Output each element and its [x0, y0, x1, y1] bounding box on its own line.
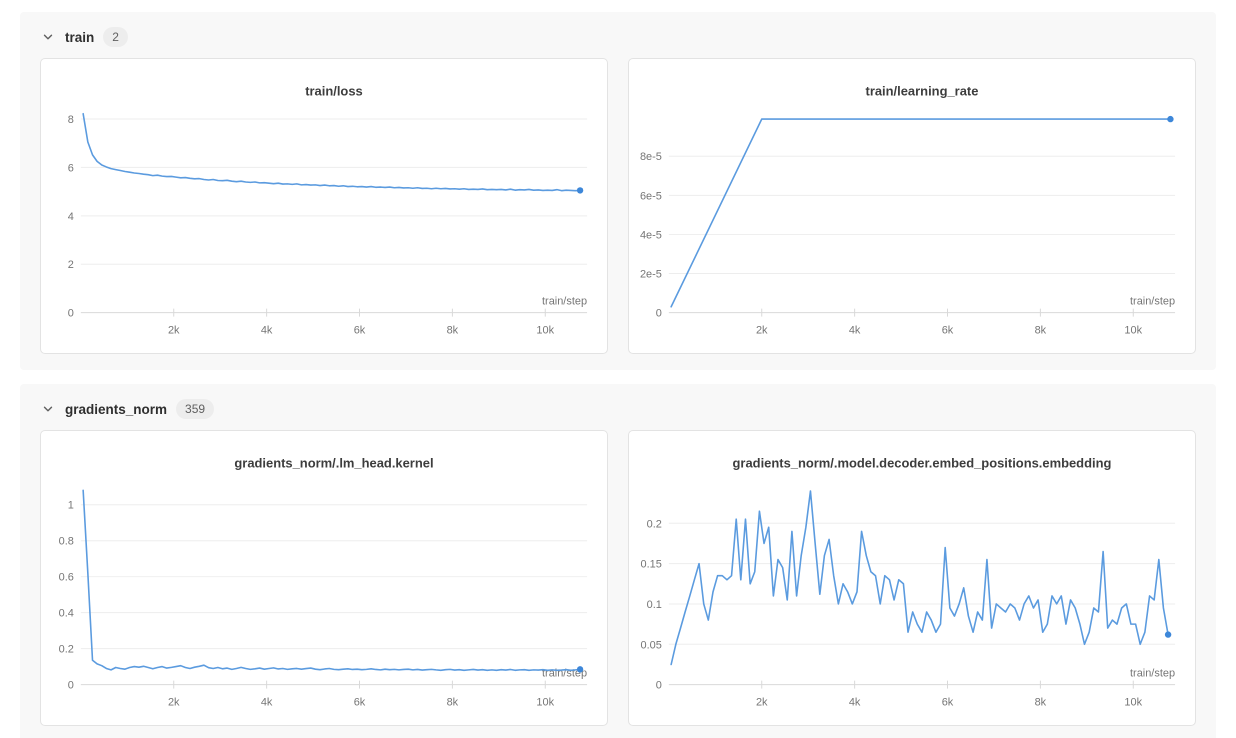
svg-text:0.1: 0.1 [647, 599, 662, 611]
svg-text:train/learning_rate: train/learning_rate [866, 83, 979, 98]
svg-text:gradients_norm/.model.decoder.: gradients_norm/.model.decoder.embed_posi… [733, 455, 1112, 470]
svg-text:8k: 8k [1035, 325, 1047, 337]
svg-text:4k: 4k [261, 697, 273, 709]
section-gradients-norm: gradients_norm 359 0 0.2 0.4 0.6 0.8 1 2k 4k 6k 8… [20, 384, 1216, 738]
svg-text:0.15: 0.15 [641, 559, 662, 571]
svg-text:8k: 8k [1035, 697, 1047, 709]
svg-text:1: 1 [68, 500, 74, 512]
section-gradients-norm-count-badge: 359 [176, 399, 215, 419]
svg-text:6k: 6k [942, 697, 954, 709]
svg-text:10k: 10k [536, 697, 554, 709]
section-train-count-badge: 2 [103, 27, 128, 47]
svg-text:0.2: 0.2 [647, 518, 662, 530]
svg-text:8k: 8k [447, 325, 459, 337]
svg-text:0: 0 [68, 680, 74, 692]
svg-text:0.8: 0.8 [59, 536, 74, 548]
svg-text:6: 6 [68, 162, 74, 174]
svg-text:gradients_norm/.lm_head.kernel: gradients_norm/.lm_head.kernel [234, 455, 433, 470]
gradients-norm-charts-row: 0 0.2 0.4 0.6 0.8 1 2k 4k 6k 8k 10k train/step gradi… [40, 430, 1196, 726]
svg-text:2k: 2k [168, 325, 180, 337]
section-gradients-norm-label[interactable]: gradients_norm [65, 401, 168, 417]
svg-text:0: 0 [656, 680, 662, 692]
section-train: train 2 0 2 4 6 8 2k 4k 6k 8k 10k train/step train/… [20, 12, 1216, 370]
svg-text:2k: 2k [168, 697, 180, 709]
svg-text:8k: 8k [447, 697, 459, 709]
svg-text:4e-5: 4e-5 [640, 229, 662, 241]
chart-card-lm-head-kernel[interactable]: 0 0.2 0.4 0.6 0.8 1 2k 4k 6k 8k 10k train/step gradi… [40, 430, 608, 726]
svg-text:6k: 6k [354, 325, 366, 337]
svg-text:0.6: 0.6 [59, 572, 74, 584]
svg-text:0: 0 [68, 308, 74, 320]
chart-train-learning-rate: 0 2e-5 4e-5 6e-5 8e-5 2k 4k 6k 8k 10k train/step tr… [640, 83, 1175, 337]
svg-text:6e-5: 6e-5 [640, 190, 662, 202]
section-gradients-norm-header[interactable]: gradients_norm 359 [40, 394, 1196, 424]
svg-text:6k: 6k [354, 697, 366, 709]
svg-text:train/step: train/step [1130, 296, 1175, 308]
svg-text:10k: 10k [1124, 697, 1142, 709]
chart-gradients-norm-embed-positions-embedding: 0 0.05 0.1 0.15 0.2 2k 4k 6k 8k 10k train/step grad… [641, 455, 1176, 709]
chart-train-loss: 0 2 4 6 8 2k 4k 6k 8k 10k train/step train/loss [68, 83, 587, 337]
chart-card-embed-positions-embedding[interactable]: 0 0.05 0.1 0.15 0.2 2k 4k 6k 8k 10k train/step grad… [628, 430, 1196, 726]
chart-card-train-learning-rate[interactable]: 0 2e-5 4e-5 6e-5 8e-5 2k 4k 6k 8k 10k train/step tr… [628, 58, 1196, 354]
svg-text:2k: 2k [756, 697, 768, 709]
svg-text:4k: 4k [261, 325, 273, 337]
svg-text:0: 0 [656, 308, 662, 320]
chevron-down-icon[interactable] [40, 401, 56, 417]
svg-text:10k: 10k [1124, 325, 1142, 337]
svg-text:4k: 4k [849, 697, 861, 709]
svg-text:4: 4 [68, 211, 74, 223]
svg-text:2e-5: 2e-5 [640, 269, 662, 281]
svg-text:2k: 2k [756, 325, 768, 337]
svg-text:2: 2 [68, 259, 74, 271]
svg-text:4k: 4k [849, 325, 861, 337]
svg-text:0.4: 0.4 [59, 608, 74, 620]
section-train-header[interactable]: train 2 [40, 22, 1196, 52]
svg-text:0.05: 0.05 [641, 639, 662, 651]
svg-text:train/step: train/step [1130, 668, 1175, 680]
svg-text:0.2: 0.2 [59, 644, 74, 656]
svg-text:train/step: train/step [542, 296, 587, 308]
svg-text:8e-5: 8e-5 [640, 151, 662, 163]
section-train-label[interactable]: train [65, 29, 95, 45]
chart-card-train-loss[interactable]: 0 2 4 6 8 2k 4k 6k 8k 10k train/step train/loss [40, 58, 608, 354]
train-charts-row: 0 2 4 6 8 2k 4k 6k 8k 10k train/step train/loss 0 2e… [40, 58, 1196, 354]
svg-text:8: 8 [68, 114, 74, 126]
chevron-down-icon[interactable] [40, 29, 56, 45]
svg-text:6k: 6k [942, 325, 954, 337]
svg-text:train/loss: train/loss [305, 83, 363, 98]
svg-text:10k: 10k [536, 325, 554, 337]
